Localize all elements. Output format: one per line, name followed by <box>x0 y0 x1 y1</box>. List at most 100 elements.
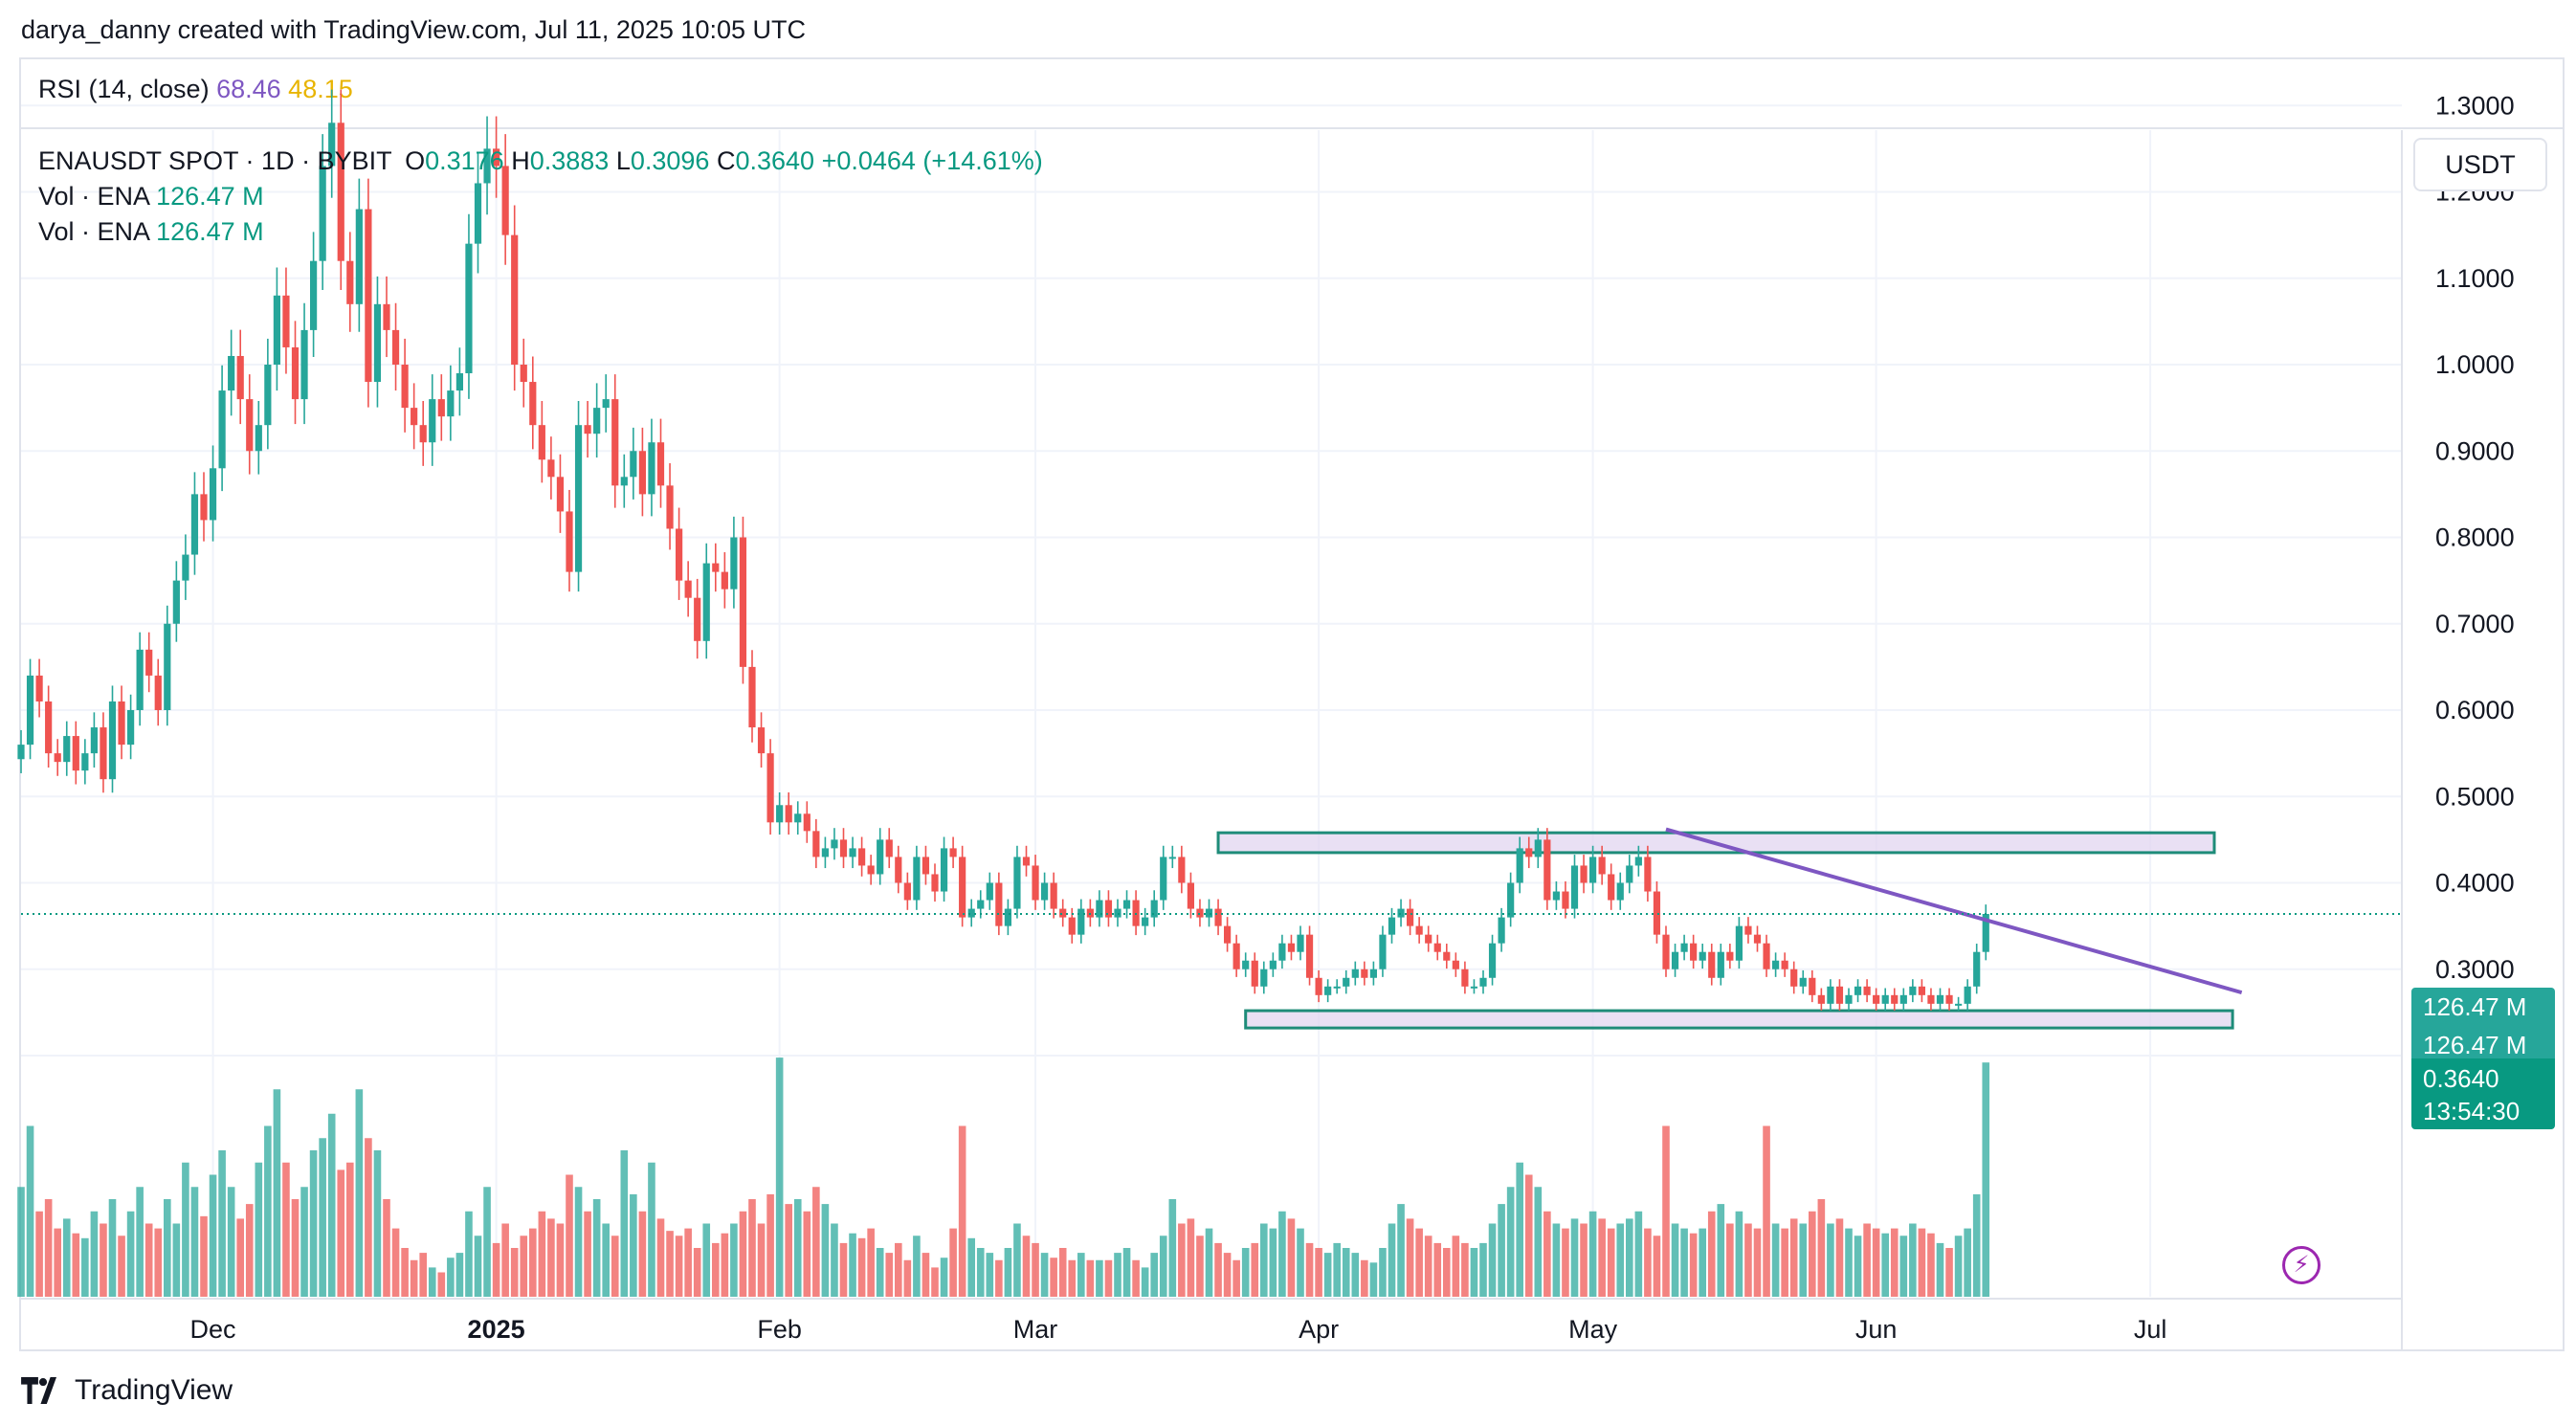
candle-body <box>1945 994 1953 1004</box>
candle-body <box>1809 977 1816 995</box>
volume-bar <box>922 1253 930 1297</box>
rsi-legend[interactable]: RSI (14, close) 68.46 48.15 <box>38 75 353 104</box>
candle-body <box>1616 882 1624 901</box>
volume-bar <box>190 1187 199 1297</box>
currency-button[interactable]: USDT <box>2413 138 2547 191</box>
candle-body <box>328 122 336 167</box>
candle-body <box>1799 977 1807 987</box>
candle-body <box>1287 943 1296 952</box>
x-tick-label: Jun <box>1855 1315 1898 1344</box>
candle-body <box>1004 908 1011 926</box>
footer-brand[interactable]: TradingView <box>21 1374 233 1407</box>
volume-legend-1[interactable]: Vol · ENA 126.47 M <box>38 182 264 212</box>
candle-body <box>1589 857 1597 883</box>
volume-bar <box>949 1228 957 1297</box>
volume-bar <box>1150 1253 1158 1297</box>
volume-bar <box>602 1223 610 1297</box>
volume-bar <box>867 1228 875 1297</box>
candle-body <box>1232 943 1240 969</box>
volume-bar <box>940 1258 948 1297</box>
volume-bar <box>1159 1236 1167 1297</box>
candle-body <box>300 329 308 400</box>
candle-body <box>986 882 993 901</box>
candle-body <box>118 701 125 746</box>
candle-body <box>273 295 280 365</box>
candle-body <box>1425 934 1432 944</box>
symbol-legend[interactable]: ENAUSDT SPOT · 1D · BYBIT O0.3176 H0.388… <box>38 146 1043 176</box>
volume-bar <box>1845 1228 1853 1297</box>
candle-body <box>1452 960 1459 969</box>
candle-body <box>1881 994 1889 1004</box>
volume-bar <box>1653 1236 1661 1297</box>
volume-bar <box>319 1138 326 1297</box>
volume-bar <box>1588 1211 1597 1297</box>
volume-bar <box>1351 1253 1360 1297</box>
candle-body <box>1415 925 1423 935</box>
volume-bar <box>1251 1242 1259 1297</box>
candle-body <box>1077 908 1085 935</box>
candle-body <box>794 813 802 823</box>
volume-bar <box>766 1193 774 1297</box>
candle-body <box>1242 960 1250 969</box>
volume-bar <box>1379 1248 1387 1297</box>
candle-body <box>1973 951 1981 987</box>
candle-body <box>1178 857 1186 883</box>
volume-bar <box>501 1223 509 1297</box>
volume-bar <box>309 1150 318 1297</box>
volume-legend-2[interactable]: Vol · ENA 126.47 M <box>38 217 264 247</box>
volume-bar <box>227 1187 235 1297</box>
volume-label-2: Vol · ENA <box>38 217 149 246</box>
candle-body <box>1224 925 1232 944</box>
candle-body <box>730 537 738 590</box>
candle-body <box>1297 934 1304 952</box>
volume-value-1: 126.47 M <box>156 182 264 211</box>
candle-body <box>474 183 482 244</box>
volume-bar <box>273 1089 281 1297</box>
volume-bar <box>1488 1223 1497 1297</box>
volume-bar <box>365 1138 372 1297</box>
volume-bar <box>1096 1259 1103 1297</box>
candle-body <box>1653 891 1661 935</box>
candle-body <box>1333 986 1341 989</box>
candle-body <box>922 857 930 875</box>
candle-body <box>383 303 390 330</box>
volume-bar <box>383 1199 390 1297</box>
lightning-icon[interactable]: ⚡ <box>2282 1246 2321 1284</box>
candle-body <box>1488 943 1497 978</box>
candle-body <box>1717 951 1724 978</box>
volume-bar <box>1004 1248 1012 1297</box>
candle-body <box>1626 865 1633 883</box>
volume-bar <box>785 1204 792 1297</box>
candle-body <box>411 408 418 426</box>
bar-countdown: 13:54:30 <box>2423 1097 2520 1125</box>
volume-bar <box>54 1228 61 1297</box>
rsi-pane-separator[interactable] <box>21 127 2563 129</box>
volume-bar <box>1789 1218 1798 1297</box>
candle-body <box>228 355 235 391</box>
high-value: 0.3883 <box>529 146 610 175</box>
volume-bar <box>1050 1258 1057 1297</box>
x-tick-label: 2025 <box>468 1315 525 1344</box>
volume-bar <box>1141 1267 1149 1297</box>
volume-bar <box>1753 1228 1762 1297</box>
volume-bar <box>1452 1236 1460 1297</box>
candle-body <box>556 477 565 512</box>
candle-body <box>611 399 619 486</box>
volume-bar <box>1287 1218 1296 1297</box>
volume-bar <box>1443 1248 1451 1297</box>
volume-bar <box>1323 1253 1332 1297</box>
candle-body <box>391 329 400 365</box>
volume-bar <box>26 1125 34 1297</box>
candle-body <box>676 528 683 581</box>
volume-bar <box>931 1267 939 1297</box>
candle-body <box>1160 857 1167 901</box>
volume-bar <box>1890 1228 1899 1297</box>
volume-bar <box>1936 1242 1944 1297</box>
volume-bar <box>1479 1242 1487 1297</box>
candle-body <box>648 442 655 495</box>
y-tick-label: 0.5000 <box>2435 782 2515 811</box>
candle-body <box>346 260 354 304</box>
candle-body <box>967 908 975 918</box>
x-tick-label: Mar <box>1013 1315 1058 1344</box>
